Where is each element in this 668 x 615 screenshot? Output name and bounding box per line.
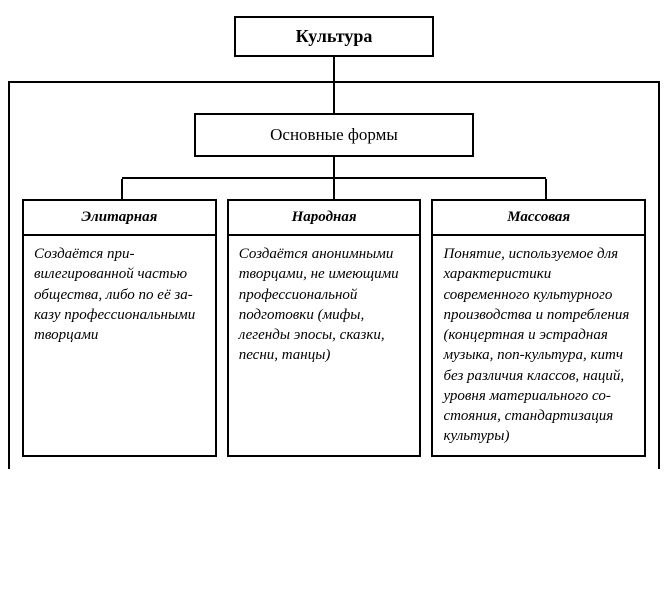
outer-frame: Основные формы ЭлитарнаяСоздаётся при­ви… <box>8 81 660 469</box>
drop-connector <box>545 179 547 199</box>
column-box: МассоваяПонятие, используе­мое для харак… <box>431 199 646 457</box>
drop-connector <box>121 179 123 199</box>
forms-node: Основные формы <box>194 113 474 157</box>
column-box: НароднаяСоздаётся ано­нимными твор­цами,… <box>227 199 422 457</box>
connector-root-to-frame <box>333 57 335 81</box>
connector-frame-to-forms <box>333 83 335 113</box>
vertical-drops <box>122 179 546 199</box>
column-body: Понятие, используе­мое для характерис­ти… <box>433 236 644 455</box>
column-title: Народная <box>229 201 420 236</box>
column-body: Создаётся ано­нимными твор­цами, не имею… <box>229 236 420 374</box>
column-body: Создаётся при­вилегированной частью обще… <box>24 236 215 353</box>
column-box: ЭлитарнаяСоздаётся при­вилегированной ча… <box>22 199 217 457</box>
column-title: Массовая <box>433 201 644 236</box>
forms-label: Основные формы <box>270 125 398 144</box>
connector-forms-to-hbar <box>333 157 335 177</box>
columns-row: ЭлитарнаяСоздаётся при­вилегированной ча… <box>10 199 658 469</box>
culture-diagram: Культура Основные формы ЭлитарнаяСоздаёт… <box>8 16 660 469</box>
drop-connector <box>333 179 335 199</box>
column-title: Элитарная <box>24 201 215 236</box>
root-node: Культура <box>234 16 434 57</box>
root-label: Культура <box>296 26 373 46</box>
